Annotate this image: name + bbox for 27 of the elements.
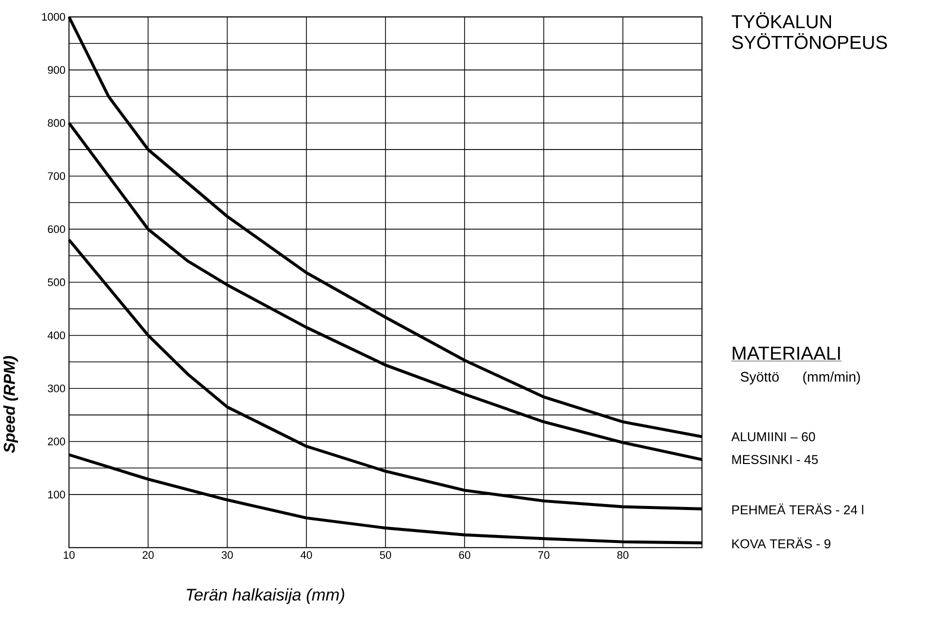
x-tick-label: 80	[617, 551, 628, 559]
y-tick-label: 400	[48, 331, 66, 340]
x-tick-label: 60	[459, 551, 470, 559]
text: KOVA TERÄS - 9	[732, 537, 830, 548]
x-axis-title: Terän halkaisija (mm)	[186, 588, 344, 604]
y-tick-label: 100	[48, 490, 66, 498]
y-tick-label: 500	[48, 278, 66, 286]
y-axis-title: Speed (RPM)	[3, 356, 18, 453]
text: Syöttö (mm/min)	[740, 372, 860, 384]
y-tick-label: 1000	[42, 12, 66, 21]
text: ALUMIINI – 60	[731, 432, 816, 442]
legend-title: MATERIAALI	[732, 346, 840, 360]
y-tick-label: 900	[48, 66, 66, 74]
x-tick-label: 40	[300, 551, 312, 559]
y-tick-label: 300	[48, 384, 66, 392]
text: TYÖKALUN SYÖTTÖNOPEUS	[732, 12, 887, 50]
x-tick-label: 20	[142, 551, 154, 559]
y-tick-label: 600	[48, 225, 66, 233]
y-tick-label: 800	[48, 119, 66, 127]
y-tick-label: 200	[48, 438, 66, 446]
text: PEHMEÄ TERÄS - 24 l	[732, 503, 864, 514]
x-tick-label: 30	[222, 551, 233, 559]
x-tick-label: 70	[538, 551, 550, 559]
x-tick-label: 50	[380, 551, 392, 559]
text: MESSINKI - 45	[732, 454, 818, 464]
y-tick-label: 700	[48, 172, 66, 180]
x-tick-label: 10	[64, 551, 75, 559]
